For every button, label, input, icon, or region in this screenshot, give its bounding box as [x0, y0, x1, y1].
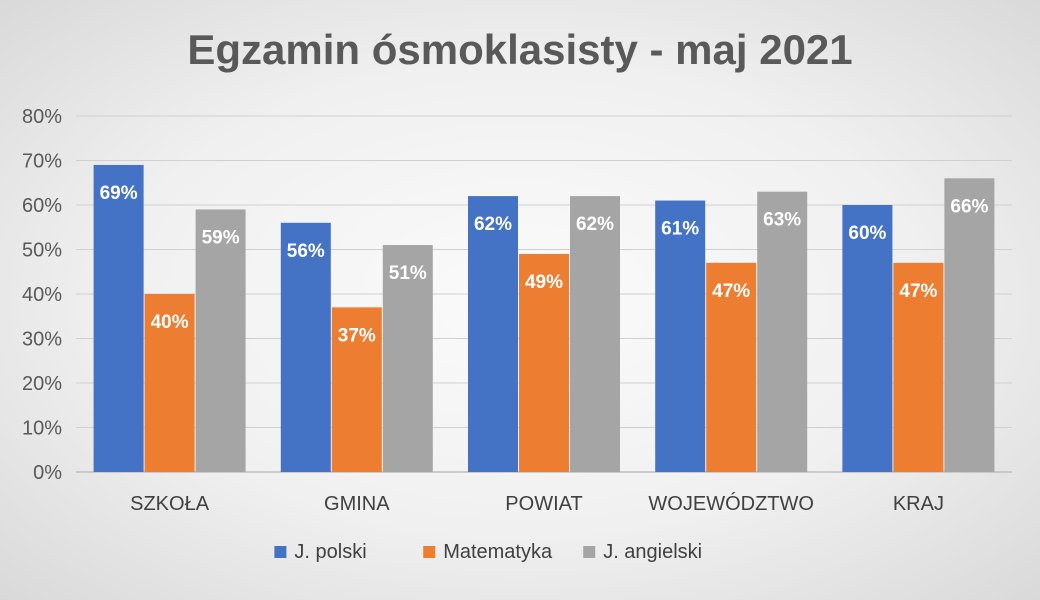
data-label: 60%	[848, 223, 886, 244]
bar	[144, 294, 195, 472]
y-tick-label: 20%	[22, 373, 62, 395]
data-label: 40%	[151, 312, 189, 333]
y-tick-label: 80%	[22, 106, 62, 128]
legend-swatch	[274, 546, 287, 558]
x-category-label: SZKOŁA	[130, 493, 210, 515]
legend-swatch	[423, 546, 436, 558]
bar	[893, 262, 944, 472]
y-tick-label: 0%	[33, 462, 62, 484]
bar	[382, 245, 433, 472]
x-category-label: WOJEWÓDZTWO	[648, 492, 814, 515]
data-label: 56%	[287, 241, 325, 262]
legend-label: J. polski	[294, 541, 366, 563]
x-category-label: POWIAT	[505, 493, 582, 515]
x-category-label: KRAJ	[893, 493, 944, 515]
legend-label: Matematyka	[443, 541, 553, 563]
bar	[757, 191, 808, 472]
bar	[655, 200, 706, 473]
bar	[706, 262, 757, 472]
data-label: 62%	[576, 214, 614, 235]
bar	[331, 307, 382, 472]
data-label: 59%	[202, 227, 240, 248]
y-tick-label: 10%	[22, 418, 62, 440]
chart-title: Egzamin ósmoklasisty - maj 2021	[187, 26, 853, 73]
data-label: 62%	[474, 214, 512, 235]
x-category-label: GMINA	[324, 493, 390, 515]
legend-swatch	[583, 546, 596, 558]
y-tick-label: 60%	[22, 195, 62, 217]
bar	[570, 196, 620, 472]
bar	[93, 164, 144, 472]
y-tick-label: 40%	[22, 284, 62, 306]
bar	[842, 205, 893, 472]
bar	[280, 222, 331, 472]
data-label: 51%	[389, 263, 427, 284]
data-label: 47%	[899, 281, 937, 302]
y-tick-label: 70%	[22, 151, 62, 173]
y-tick-label: 30%	[22, 329, 62, 351]
data-label: 69%	[100, 183, 138, 204]
legend-label: J. angielski	[603, 541, 702, 563]
y-tick-label: 50%	[22, 240, 62, 262]
data-label: 37%	[338, 325, 376, 346]
data-label: 49%	[525, 272, 563, 293]
bar	[944, 178, 995, 473]
bar	[519, 253, 569, 472]
bar	[468, 196, 518, 472]
data-label: 61%	[661, 219, 699, 240]
data-label: 66%	[950, 196, 988, 217]
data-label: 47%	[712, 281, 750, 302]
data-label: 63%	[763, 210, 801, 231]
bar	[195, 209, 246, 472]
